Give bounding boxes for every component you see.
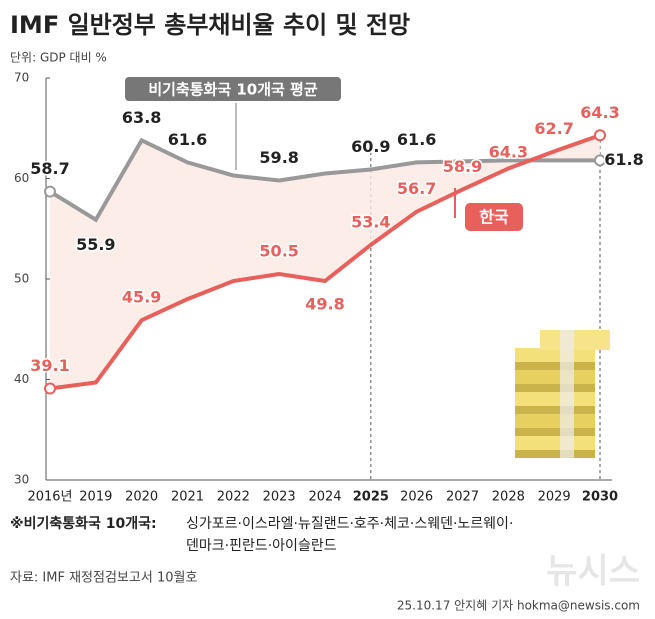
x-tick-label: 2028 [492, 490, 525, 505]
chart-title: IMF 일반정부 총부채비율 추이 및 전망 [10, 11, 410, 39]
gap-area [50, 135, 600, 389]
x-tick-label: 2021 [171, 490, 204, 505]
legend-box [465, 203, 523, 231]
x-tick-label: 2019 [79, 490, 112, 505]
gold-bars [515, 330, 610, 458]
footnote-line: 싱가포르·이스라엘·뉴질랜드·호주·체코·스웨덴·노르웨이· [186, 516, 513, 532]
line [49, 133, 601, 391]
unit-label: 단위: GDP 대비 % [10, 51, 107, 65]
credit: 25.10.17 안지혜 기자 hokma@newsis.com [397, 599, 640, 613]
x-tick-label: 2030 [582, 490, 618, 505]
data-label: 62.7 [534, 119, 573, 138]
data-label: 58.7 [30, 159, 69, 178]
data-label: 61.8 [604, 150, 643, 169]
footnote-label: ※비기축통화국 10개국: [10, 516, 157, 532]
endpoint-marker [594, 154, 606, 167]
annotation: 64.3 [489, 143, 528, 162]
y-tick-label: 60 [14, 171, 29, 185]
endpoint-marker [44, 185, 56, 198]
data-label: 61.6 [397, 130, 436, 149]
data-label: 59.8 [259, 148, 298, 167]
x-tick-label: 2022 [217, 490, 250, 505]
x-tick-label: 2024 [308, 490, 341, 505]
x-tick-label: 2023 [263, 490, 296, 505]
x-tick-label: 2029 [538, 490, 571, 505]
watermark: 뉴시스 [546, 552, 640, 592]
legend-box [123, 75, 343, 103]
data-label: 60.9 [351, 137, 390, 156]
legend-label: 비기축통화국 10개국 평균 [148, 81, 318, 99]
y-tick-label: 50 [14, 272, 29, 286]
data-label: 55.9 [76, 235, 115, 254]
endpoint-marker [594, 129, 606, 142]
data-label: 50.5 [259, 241, 298, 260]
data-label: 64.3 [580, 103, 619, 122]
y-tick-label: 70 [14, 71, 29, 85]
x-tick-label: 2026 [400, 490, 433, 505]
data-label: 63.8 [122, 108, 161, 127]
x-tick-label: 2025 [353, 490, 389, 505]
data-label: 61.6 [168, 130, 207, 149]
line [48, 137, 600, 223]
footnote-line: 덴마크·핀란드·아이슬란드 [186, 538, 337, 554]
data-label: 56.7 [397, 179, 436, 198]
y-tick-label: 40 [14, 372, 29, 386]
data-label: 45.9 [122, 288, 161, 307]
y-tick-label: 30 [14, 473, 29, 487]
data-label: 49.8 [305, 295, 344, 314]
data-label: 58.9 [443, 157, 482, 176]
legend-label: 한국 [479, 208, 509, 227]
data-label: 53.4 [351, 212, 390, 231]
x-tick-label: 2016년 [27, 490, 72, 505]
x-tick-label: 2020 [125, 490, 158, 505]
plot: 30 40 50 60 70 2016년 2019 2020 2021 2022 2023 2024 2… [14, 71, 645, 505]
endpoint-marker [44, 382, 56, 395]
x-tick-label: 2027 [446, 490, 479, 505]
source: 자료: IMF 재정점검보고서 10월호 [10, 571, 197, 586]
data-label: 39.1 [30, 356, 69, 375]
